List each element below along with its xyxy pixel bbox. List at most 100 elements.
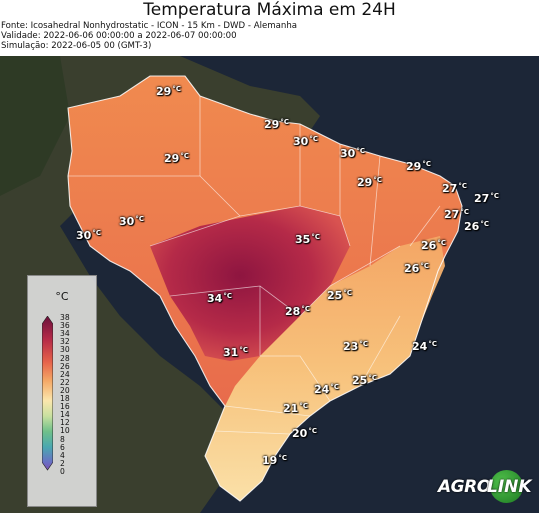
temperature-value: 30 (293, 135, 309, 148)
temperature-label: 26°C (421, 239, 446, 252)
temperature-label: 26°C (464, 220, 489, 233)
temperature-label: 19°C (262, 454, 287, 467)
legend-tick-label: 36 (60, 321, 70, 331)
legend-unit: °C (55, 290, 69, 303)
temperature-unit: °C (359, 340, 368, 348)
temperature-unit: °C (280, 118, 289, 126)
temperature-unit: °C (172, 85, 181, 93)
temperature-value: 30 (76, 229, 92, 242)
temperature-value: 26 (464, 220, 480, 233)
temperature-value: 28 (285, 305, 301, 318)
temperature-value: 21 (283, 402, 299, 415)
temperature-unit: °C (223, 292, 232, 300)
temperature-value: 29 (156, 85, 172, 98)
validity-line: Validade: 2022-06-06 00:00:00 a 2022-06-… (1, 31, 237, 41)
legend-tick-label: 6 (60, 442, 65, 452)
temperature-unit: °C (373, 176, 382, 184)
legend-tick-label: 20 (60, 385, 70, 395)
temperature-unit: °C (278, 454, 287, 462)
temperature-label: 26°C (404, 262, 429, 275)
legend-tick-label: 12 (60, 418, 70, 428)
temperature-unit: °C (180, 152, 189, 160)
temperature-unit: °C (422, 160, 431, 168)
legend-tick-label: 28 (60, 353, 70, 363)
legend-tick-label: 8 (60, 434, 65, 444)
temperature-value: 24 (314, 383, 330, 396)
temperature-label: 34°C (207, 292, 232, 305)
temperature-unit: °C (458, 182, 467, 190)
legend-tick-label: 34 (60, 329, 70, 339)
map-background (0, 56, 539, 513)
temperature-label: 30°C (340, 147, 365, 160)
map-title: Temperatura Máxima em 24H (143, 0, 396, 20)
legend-tick-label: 30 (60, 345, 70, 355)
temperature-label: 27°C (442, 182, 467, 195)
temperature-unit: °C (330, 383, 339, 391)
temperature-value: 25 (352, 374, 368, 387)
temperature-unit: °C (308, 427, 317, 435)
temperature-value: 26 (404, 262, 420, 275)
legend-tick-label: 24 (60, 369, 70, 379)
legend-tick-label: 14 (60, 410, 70, 420)
temperature-label: 27°C (444, 208, 469, 221)
temperature-unit: °C (490, 192, 499, 200)
source-line: Fonte: Icosahedral Nonhydrostatic - ICON… (1, 21, 298, 31)
legend-tick-label: 0 (60, 466, 65, 476)
legend-tick-label: 32 (60, 337, 70, 347)
temperature-label: 25°C (327, 289, 352, 302)
temperature-unit: °C (299, 402, 308, 410)
temperature-value: 29 (357, 176, 373, 189)
temperature-unit: °C (309, 135, 318, 143)
logo-ball-icon (490, 470, 523, 503)
temperature-label: 29°C (156, 85, 181, 98)
temperature-value: 27 (442, 182, 458, 195)
temperature-value: 19 (262, 454, 278, 467)
temperature-value: 29 (264, 118, 280, 131)
temperature-value: 30 (340, 147, 356, 160)
simulation-line: Simulação: 2022-06-05 00 (GMT-3) (1, 41, 152, 51)
temperature-map: 29°C 29°C 29°C 30°C 30°C 29°C 29°C 27°C 27°C 27°C… (0, 56, 539, 513)
legend-tick-label: 26 (60, 361, 70, 371)
temperature-label: 29°C (264, 118, 289, 131)
temperature-value: 34 (207, 292, 223, 305)
temperature-value: 27 (444, 208, 460, 221)
temperature-unit: °C (92, 229, 101, 237)
legend-tick-label: 2 (60, 458, 65, 468)
legend-tick-label: 10 (60, 426, 70, 436)
temperature-value: 26 (421, 239, 437, 252)
temperature-unit: °C (437, 239, 446, 247)
temperature-value: 20 (292, 427, 308, 440)
agrolink-logo: AGRO LINK (437, 468, 535, 506)
temperature-value: 24 (412, 340, 428, 353)
temperature-label: 29°C (357, 176, 382, 189)
temperature-label: 20°C (292, 427, 317, 440)
temperature-label: 23°C (343, 340, 368, 353)
legend-tick-label: 38 (60, 313, 70, 322)
temperature-unit: °C (301, 305, 310, 313)
temperature-label: 21°C (283, 402, 308, 415)
temperature-label: 25°C (352, 374, 377, 387)
temperature-unit: °C (239, 346, 248, 354)
legend-tick-label: 18 (60, 394, 70, 403)
temperature-label: 31°C (223, 346, 248, 359)
legend-tick-label: 16 (60, 402, 70, 412)
temperature-label: 30°C (293, 135, 318, 148)
temperature-value: 35 (295, 233, 311, 246)
temperature-unit: °C (356, 147, 365, 155)
temperature-unit: °C (480, 220, 489, 228)
temperature-unit: °C (368, 374, 377, 382)
temperature-unit: °C (135, 215, 144, 223)
color-bar (42, 316, 53, 471)
temperature-label: 29°C (406, 160, 431, 173)
legend-tick-label: 22 (60, 377, 70, 387)
temperature-value: 29 (406, 160, 422, 173)
temperature-value: 25 (327, 289, 343, 302)
temperature-value: 29 (164, 152, 180, 165)
temperature-label: 30°C (76, 229, 101, 242)
temperature-label: 28°C (285, 305, 310, 318)
logo-text-link: LINK (487, 477, 532, 497)
temperature-value: 27 (474, 192, 490, 205)
legend-tick-label: 4 (60, 450, 65, 460)
temperature-label: 35°C (295, 233, 320, 246)
temperature-unit: °C (460, 208, 469, 216)
